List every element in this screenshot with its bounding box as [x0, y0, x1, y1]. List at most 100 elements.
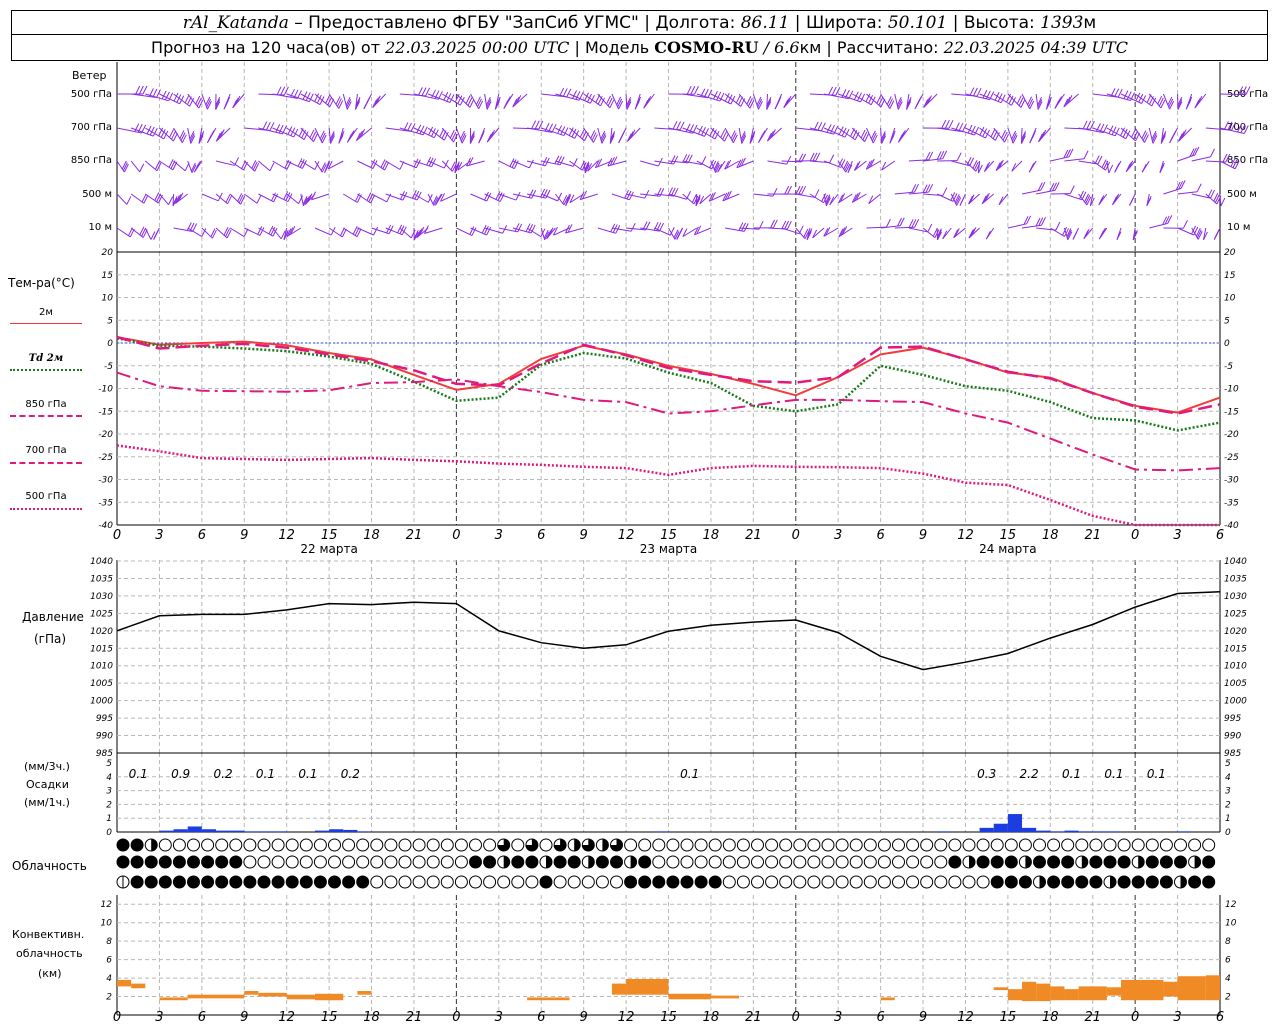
cloud-cover-icon — [694, 838, 708, 852]
wind-barb-flag — [693, 226, 699, 236]
wind-barb-flag — [528, 224, 534, 233]
cloud-circle — [934, 875, 948, 889]
series-td2m — [116, 337, 1221, 432]
cloud-circle — [652, 838, 666, 852]
wind-barb-flag — [865, 93, 871, 102]
cloud-cover-icon — [680, 855, 694, 869]
wind-barb-flag — [199, 130, 205, 140]
wind-barb-flag — [562, 195, 568, 204]
cloud-circle — [835, 875, 849, 889]
hour-tick-label-bottom: 9 — [580, 1010, 588, 1024]
wind-barb-flag — [421, 87, 427, 96]
wind-barb-flag — [1117, 88, 1123, 98]
wind-barb-flag — [982, 89, 988, 99]
conv-cloud-bar — [1121, 979, 1164, 1001]
wind-barb-flag — [198, 99, 204, 109]
cloud-cover-icon — [863, 838, 877, 852]
wind-barb-flag — [1016, 95, 1022, 104]
wind-barb-flag — [446, 93, 452, 102]
wind-barb-flag — [772, 187, 778, 197]
wind-barb-flag — [276, 86, 282, 95]
wind-barb — [809, 127, 834, 135]
pressure-y-tick: 995 — [96, 714, 113, 724]
wind-barb-flag — [475, 96, 481, 105]
wind-barb-flag — [355, 96, 361, 106]
cloud-cover-icon — [553, 838, 567, 852]
wind-barb-flag — [772, 219, 778, 229]
cloud-cover-icon — [835, 838, 849, 852]
wind-barb-flag — [413, 158, 419, 168]
cloud-circle — [130, 838, 144, 852]
precip-3h-label: 0.9 — [171, 767, 190, 781]
wind-barb — [244, 227, 261, 236]
wind-barb-flag — [1108, 125, 1114, 134]
wind-barb — [767, 160, 787, 165]
cloud-cover-icon — [610, 875, 623, 889]
cloud-circle — [525, 855, 539, 869]
cloud-circle — [1174, 855, 1187, 869]
wind-barb-flag — [653, 222, 659, 231]
temp-y-tick: -40 — [98, 521, 113, 531]
wind-barb — [640, 227, 660, 232]
wind-barb-flag — [1097, 155, 1103, 165]
wind-barb-flag — [714, 162, 720, 172]
wind-barb-flag — [494, 101, 500, 110]
wind-barb-flag — [186, 222, 192, 231]
wind-barb-flag — [1214, 194, 1220, 203]
wind-barb — [838, 93, 861, 103]
wind-barb — [682, 227, 698, 238]
cloud-cover-icon — [567, 838, 581, 852]
cloud-cover-icon — [1174, 838, 1187, 852]
wind-barb-flag — [707, 89, 713, 98]
forecast-start: 22.03.2025 00:00 UTC — [385, 38, 570, 57]
wind-barb — [781, 227, 800, 235]
wind-barb-flag — [1114, 127, 1120, 137]
precip-bar — [244, 831, 259, 832]
wind-barb — [173, 227, 193, 232]
wind-barb-flag — [171, 131, 176, 140]
wind-barb — [314, 227, 332, 236]
cloud-circle — [736, 838, 750, 852]
cloud-cover-icon — [751, 875, 764, 889]
wind-barb-flag — [862, 131, 868, 141]
wind-barb-flag — [997, 161, 1003, 170]
cloud-circle — [483, 855, 497, 869]
wind-barb-flag — [1191, 147, 1197, 157]
wind-barb — [1036, 189, 1056, 195]
cloud-cover-icon — [1033, 875, 1046, 889]
wind-barb-flag — [776, 96, 782, 106]
wind-barb-flag — [477, 98, 482, 107]
wind-barb-flag — [848, 90, 854, 99]
wind-barb-flag — [1035, 217, 1041, 227]
wind-barb-flag — [1132, 230, 1138, 239]
cloud-circle — [638, 838, 652, 852]
wind-barb — [753, 193, 774, 197]
wind-barb — [144, 227, 152, 240]
wind-barb — [371, 227, 390, 235]
wind-barb — [215, 160, 235, 166]
cloud-cover-icon — [257, 875, 271, 889]
wind-barb — [541, 160, 561, 166]
wind-barb-flag — [784, 97, 790, 107]
wind-barb-flag — [1018, 97, 1024, 106]
wind-barb-flag — [355, 99, 361, 108]
conv-cloud-bar — [258, 992, 287, 997]
cloud-cover-icon — [990, 838, 1004, 852]
wind-barb-flag — [514, 96, 520, 106]
cloud-circle — [1159, 855, 1173, 869]
cloud-cover-icon — [144, 875, 158, 889]
cloud-circle — [497, 875, 511, 889]
precip-y-tick: 0 — [106, 828, 112, 838]
wind-barb — [611, 193, 630, 201]
wind-barb-flag — [1004, 133, 1009, 143]
wind-barb-flag — [1040, 181, 1046, 191]
wind-barb-flag — [983, 163, 989, 172]
cloud-circle — [313, 875, 327, 889]
lat-label: Широта: — [805, 13, 883, 33]
wind-barb-flag — [1055, 221, 1061, 231]
cloud-circle — [257, 855, 271, 869]
wind-barb-flag — [1063, 149, 1069, 159]
precip-y-tick: 5 — [106, 759, 112, 769]
cloud-circle — [708, 875, 722, 889]
wind-barb-flag — [417, 228, 423, 237]
